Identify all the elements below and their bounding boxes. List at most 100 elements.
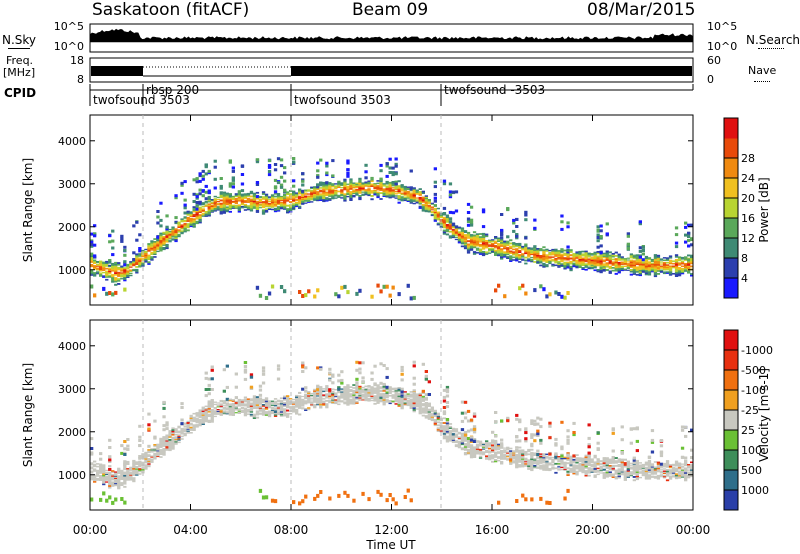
heatmap-cell: [503, 457, 507, 459]
heatmap-cell: [328, 400, 332, 402]
heatmap-cell: [219, 196, 223, 199]
heatmap-cell: [349, 184, 353, 187]
heatmap-cell: [168, 231, 172, 233]
heatmap-cell: [316, 185, 320, 189]
heatmap-cell: [451, 431, 456, 433]
heatmap-cell: [587, 261, 591, 264]
heatmap-cell: [611, 261, 615, 264]
heatmap-cell: [472, 237, 477, 240]
heatmap-cell: [144, 261, 148, 263]
heatmap-cell: [638, 222, 642, 226]
heatmap-cell: [279, 411, 284, 413]
heatmap-cell: [279, 404, 284, 406]
heatmap-cell: [572, 257, 576, 259]
heatmap-cell: [255, 158, 260, 162]
heatmap-cell: [252, 397, 257, 399]
heatmap-cell: [442, 226, 447, 229]
heatmap-cell: [388, 195, 392, 198]
heatmap-cell: [334, 392, 338, 394]
heatmap-cell: [629, 273, 633, 276]
heatmap-cell: [225, 385, 229, 389]
heatmap-cell: [509, 260, 513, 262]
heatmap-cell: [548, 468, 552, 470]
heatmap-cell: [430, 418, 434, 420]
heatmap-cell: [427, 409, 431, 412]
heatmap-cell: [575, 467, 579, 470]
heatmap-cell: [301, 400, 305, 402]
heatmap-cell: [433, 192, 437, 196]
heatmap-cell: [418, 194, 422, 196]
heatmap-cell: [147, 261, 151, 264]
heatmap-cell: [319, 389, 323, 392]
heatmap-cell: [454, 430, 459, 433]
heatmap-cell: [261, 401, 266, 403]
heatmap-cell: [331, 395, 335, 397]
heatmap-cell: [316, 288, 320, 293]
heatmap-cell: [394, 400, 398, 403]
heatmap-cell: [680, 272, 685, 275]
heatmap-cell: [286, 401, 290, 404]
heatmap-cell: [138, 254, 142, 256]
heatmap-cell: [93, 273, 97, 276]
heatmap-cell: [286, 404, 290, 407]
heatmap-cell: [548, 292, 552, 297]
heatmap-cell: [418, 412, 422, 415]
heatmap-cell: [292, 179, 296, 183]
heatmap-cell: [674, 273, 679, 276]
heatmap-cell: [337, 387, 341, 391]
heatmap-cell: [448, 434, 453, 436]
heatmap-cell: [165, 231, 169, 233]
heatmap-cell: [313, 196, 317, 198]
heatmap-cell: [421, 199, 425, 202]
heatmap-cell: [463, 433, 468, 437]
heatmap-cell: [120, 267, 124, 269]
heatmap-cell: [668, 265, 673, 268]
heatmap-cell: [252, 203, 257, 205]
heatmap-cell: [515, 245, 519, 248]
heatmap-cell: [391, 394, 395, 396]
heatmap-cell: [286, 209, 290, 212]
heatmap-cell: [186, 426, 190, 428]
heatmap-cell: [276, 202, 281, 204]
heatmap-cell: [301, 405, 305, 407]
heatmap-cell: [394, 392, 398, 394]
heatmap-cell: [147, 254, 151, 257]
heatmap-cell: [331, 192, 335, 194]
heatmap-cell: [500, 450, 504, 452]
heatmap-cell: [445, 432, 450, 435]
heatmap-cell: [382, 191, 386, 193]
heatmap-cell: [557, 458, 561, 460]
heatmap-cell: [310, 402, 314, 404]
heatmap-cell: [472, 452, 477, 454]
heatmap-cell: [102, 471, 106, 474]
heatmap-cell: [117, 470, 121, 473]
heatmap-cell: [261, 404, 266, 406]
heatmap-cell: [180, 232, 184, 235]
heatmap-cell: [632, 271, 636, 274]
heatmap-cell: [228, 399, 232, 402]
heatmap-cell: [207, 214, 211, 217]
heatmap-cell: [243, 413, 248, 415]
heatmap-cell: [448, 236, 453, 239]
heatmap-cell: [469, 438, 474, 442]
heatmap-cell: [530, 464, 534, 467]
heatmap-cell: [96, 261, 100, 264]
heatmap-cell: [273, 199, 278, 202]
heatmap-cell: [340, 192, 344, 194]
heatmap-cell: [322, 395, 326, 398]
heatmap-cell: [150, 259, 154, 261]
heatmap-cell: [93, 260, 97, 263]
heatmap-cell: [343, 393, 347, 396]
heatmap-cell: [120, 269, 124, 271]
heatmap-cell: [114, 278, 118, 281]
heatmap-cell: [629, 256, 633, 259]
heatmap-cell: [650, 270, 655, 272]
heatmap-cell: [264, 401, 269, 404]
heatmap-cell: [653, 257, 658, 260]
heatmap-cell: [391, 187, 395, 189]
heatmap-cell: [409, 394, 413, 397]
heatmap-cell: [515, 499, 519, 503]
heatmap-cell: [153, 246, 157, 249]
heatmap-cell: [506, 249, 510, 252]
heatmap-cell: [120, 272, 124, 274]
